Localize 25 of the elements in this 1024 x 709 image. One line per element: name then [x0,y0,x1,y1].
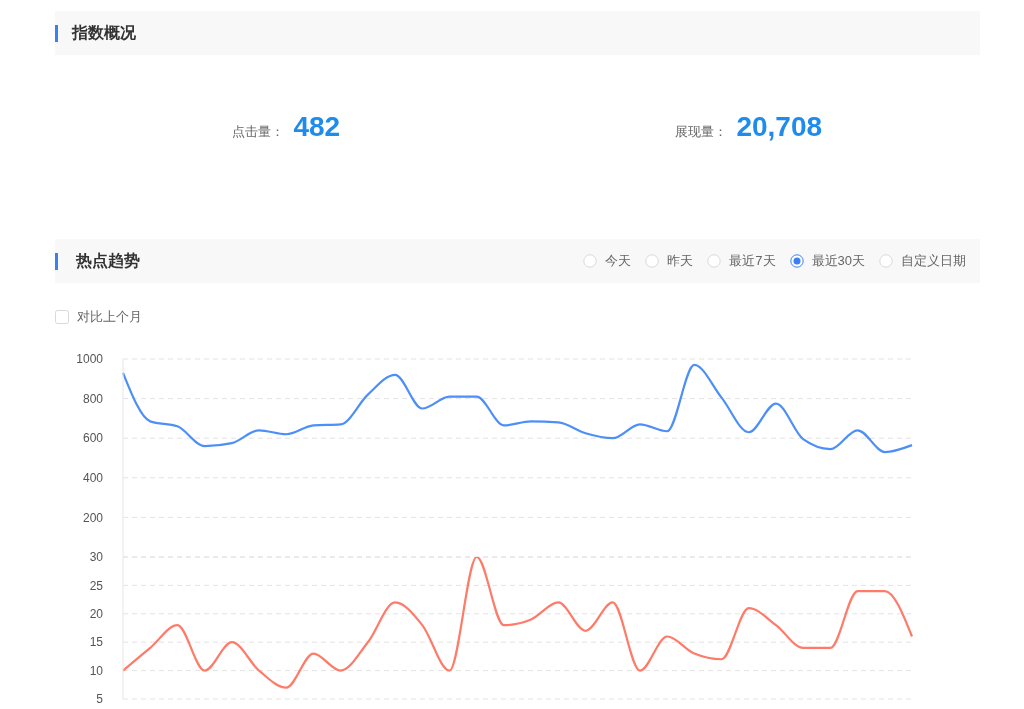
line-series [121,557,914,689]
y-tick-label: 400 [82,471,104,486]
y-tick-label: 800 [82,391,104,406]
y-tick-label: 30 [89,550,104,565]
text: 点击量： [232,123,285,141]
y-tick-label: 200 [82,510,104,525]
y-tick-label: 600 [82,431,104,446]
y-tick-label: 20 [89,607,104,622]
y-tick-label: 10 [89,663,104,678]
text: 最近30天 [811,252,865,270]
y-tick-label: 15 [89,635,104,650]
text: 展现量： [675,123,728,141]
text: 昨天 [667,252,694,270]
text: 20,708 [736,111,823,143]
line-series [121,363,914,454]
text: 对比上个月 [77,307,142,326]
text: 自定义日期 [901,252,966,270]
text: 指数概况 [72,22,136,43]
y-tick-label: 5 [96,692,104,707]
y-tick-label: 1000 [76,352,104,367]
text: 482 [293,111,341,143]
chart-title: 热点趋势 [76,250,140,271]
text: 今天 [605,252,632,270]
y-tick-label: 25 [89,578,104,593]
text: 最近7天 [729,252,776,270]
